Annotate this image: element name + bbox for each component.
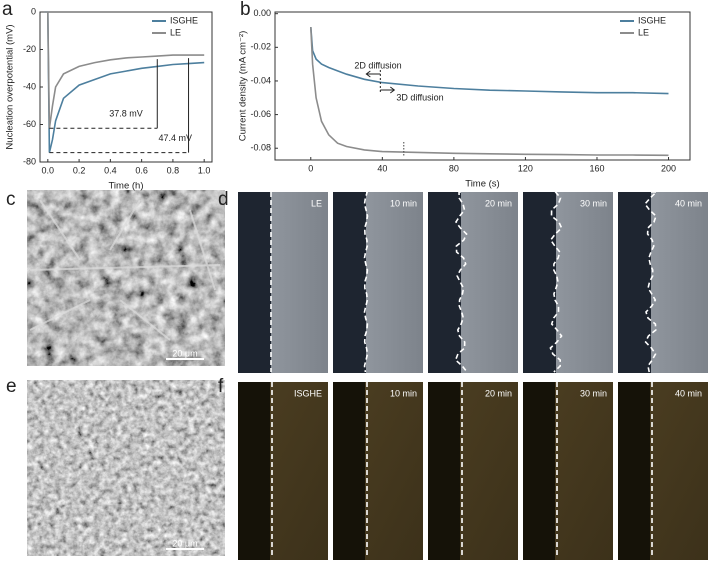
fibers [29, 199, 221, 341]
series-line [310, 27, 669, 157]
dark-region [523, 192, 556, 373]
x-tick-label: 200 [661, 163, 676, 173]
annotation: 3D diffusion [396, 92, 443, 102]
interface-line [363, 191, 369, 373]
dark-region [238, 192, 271, 373]
annotation: 37.8 mV [109, 109, 143, 119]
panel-label: b [240, 0, 251, 20]
legend-label: LE [638, 27, 649, 37]
frame-label: ISGHE [294, 388, 322, 398]
sem-image [27, 190, 225, 366]
panel-label: a [2, 0, 13, 20]
annotation: 47.4 mV [159, 133, 193, 143]
y-tick-label: 0.00 [253, 8, 271, 18]
x-tick-label: 0.8 [167, 165, 180, 175]
frame-label: 20 min [485, 388, 512, 398]
frame-label: 10 min [390, 198, 417, 208]
x-tick-label: 160 [589, 163, 604, 173]
scale-bar-label: 20 μm [172, 348, 197, 358]
dark-region [618, 192, 651, 373]
x-tick-label: 0.0 [42, 165, 55, 175]
dark-region [523, 382, 555, 560]
x-tick-label: 40 [377, 163, 387, 173]
panel-label: f [218, 376, 224, 397]
series-line [44, 11, 205, 129]
frame-label: 30 min [580, 388, 607, 398]
scale-bar-label: 20 μm [172, 538, 197, 548]
interface-line [549, 191, 563, 373]
dark-region [238, 382, 270, 560]
y-tick-label: 0 [31, 6, 36, 16]
x-tick-label: 0.6 [135, 165, 148, 175]
frame-label: 40 min [675, 388, 702, 398]
y-tick-label: -60 [23, 119, 36, 129]
dark-region [428, 382, 460, 560]
y-tick-label: -20 [23, 44, 36, 54]
y-axis-label: Current density (mA cm⁻²) [238, 31, 249, 142]
y-tick-label: -0.04 [250, 75, 271, 85]
sem-image [27, 380, 225, 556]
series-line [310, 27, 669, 95]
interface-line [643, 191, 659, 373]
dark-region [428, 192, 461, 373]
frame-label: 40 min [675, 198, 702, 208]
annotation: 2D diffusion [354, 60, 401, 70]
panel-label: e [6, 376, 17, 397]
y-tick-label: -0.06 [250, 109, 271, 119]
x-tick-label: 0.2 [73, 165, 86, 175]
interface-line [454, 191, 468, 373]
plot-frame [274, 11, 691, 161]
dark-region [333, 382, 365, 560]
arrow [380, 86, 396, 94]
dark-region [333, 192, 366, 373]
legend-label: LE [170, 27, 181, 37]
series-line [44, 11, 205, 153]
x-axis-label: Time (s) [465, 179, 499, 190]
frame-label: 10 min [390, 388, 417, 398]
x-tick-label: 80 [449, 163, 459, 173]
dark-region [618, 382, 650, 560]
panel-label: c [6, 189, 16, 210]
x-axis-label: Time (h) [108, 181, 143, 192]
x-tick-label: 0 [308, 163, 313, 173]
x-tick-label: 120 [518, 163, 533, 173]
y-tick-label: -0.08 [250, 143, 271, 153]
frame-label: 30 min [580, 198, 607, 208]
y-tick-label: -0.02 [250, 42, 271, 52]
x-tick-label: 1.0 [198, 165, 211, 175]
frames: LE 10 min 20 min 30 min 40 min ISGHE 10 min 20 … [238, 191, 708, 560]
frame-label: LE [311, 198, 322, 208]
legend-label: ISGHE [170, 15, 198, 25]
y-axis-label: Nucleation overpotential (mV) [5, 24, 16, 149]
y-tick-label: -40 [23, 81, 36, 91]
arrow [365, 70, 381, 78]
legend-label: ISGHE [638, 15, 666, 25]
panel-label: d [218, 189, 229, 210]
y-tick-label: -80 [23, 156, 36, 166]
x-tick-label: 0.4 [104, 165, 117, 175]
frame-label: 20 min [485, 198, 512, 208]
